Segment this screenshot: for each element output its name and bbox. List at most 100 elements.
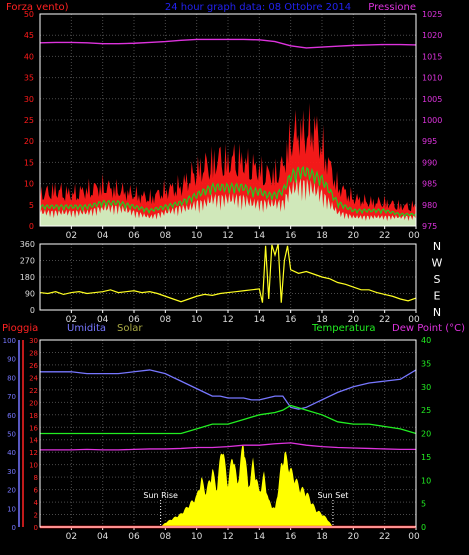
direction-y-tick-label: 90 — [25, 290, 35, 299]
rain-y-tick-label: 12 — [29, 449, 38, 457]
temperature-y-tick-label: 5 — [421, 500, 426, 509]
temperature-y-tick-label: 15 — [421, 453, 431, 462]
wind-pressure-panel: 0510152025303540455097598098599099510001… — [24, 10, 443, 241]
x-tick-label: 00 — [408, 315, 420, 325]
x-tick-label: 08 — [160, 315, 172, 325]
wind-y-tick-label: 5 — [29, 201, 34, 210]
humidity-y-tick-label: 20 — [7, 487, 16, 495]
wind-y-tick-label: 10 — [24, 180, 34, 189]
x-tick-label: 22 — [379, 315, 390, 325]
temperature-line — [40, 404, 417, 435]
x-tick-label: 18 — [316, 231, 328, 241]
wind-y-tick-label: 35 — [24, 74, 34, 83]
humidity-y-tick-label: 70 — [7, 393, 16, 401]
wind-y-tick-label: 25 — [24, 116, 34, 125]
x-tick-label: 10 — [191, 532, 203, 542]
compass-label: N — [433, 306, 441, 319]
pressure-line — [39, 38, 417, 49]
pressure-y-tick-label: 995 — [422, 137, 437, 146]
humidity-y-tick-label: 50 — [7, 431, 16, 439]
x-tick-label: 12 — [222, 532, 233, 542]
pressure-y-tick-label: 1000 — [422, 116, 442, 125]
solar-legend-label: Solar — [117, 323, 143, 334]
rain-y-tick-label: 28 — [29, 349, 38, 357]
pressure-y-tick-label: 975 — [422, 222, 437, 231]
pressure-y-tick-label: 990 — [422, 158, 437, 167]
humidity-y-tick-label: 40 — [7, 449, 16, 457]
pressure-y-tick-label: 980 — [422, 201, 437, 210]
temperature-y-tick-label: 35 — [421, 359, 431, 368]
sun-marker-label: Sun Set — [318, 491, 349, 500]
graph-title: 24 hour graph data: 08 Ottobre 2014 — [165, 2, 351, 13]
wind-y-tick-label: 15 — [24, 158, 34, 167]
solar-area — [160, 444, 333, 527]
x-tick-label: 20 — [348, 315, 360, 325]
rain-y-tick-label: 30 — [29, 337, 38, 345]
x-tick-label: 18 — [316, 315, 328, 325]
wind-y-tick-label: 40 — [24, 52, 34, 61]
x-tick-label: 16 — [285, 315, 297, 325]
x-tick-label: 14 — [254, 231, 266, 241]
compass-label: W — [432, 257, 443, 270]
rain-y-tick-label: 0 — [34, 524, 38, 532]
x-tick-label: 16 — [285, 532, 297, 542]
x-tick-label: 00 — [408, 231, 420, 241]
rain-y-tick-label: 20 — [29, 399, 38, 407]
pressure-y-tick-label: 1020 — [422, 31, 442, 40]
x-tick-label: 08 — [160, 532, 172, 542]
humidity-y-tick-label: 30 — [7, 468, 16, 476]
pressure-y-tick-label: 985 — [422, 180, 437, 189]
humidity-y-tick-label: 60 — [7, 412, 16, 420]
x-tick-label: 12 — [222, 315, 233, 325]
x-tick-label: 04 — [97, 315, 109, 325]
x-tick-label: 10 — [191, 315, 203, 325]
x-tick-label: 02 — [66, 231, 77, 241]
x-tick-label: 06 — [128, 231, 140, 241]
rain-humidity-temperature-frame — [39, 339, 417, 528]
pressure-y-tick-label: 1010 — [422, 74, 442, 83]
rain-y-tick-label: 4 — [34, 499, 39, 507]
dewpoint-axis-title: Dew Point (°C) — [392, 323, 465, 334]
direction-y-tick-label: 360 — [20, 240, 35, 249]
pressure-y-tick-label: 1005 — [422, 95, 442, 104]
wind-y-tick-label: 45 — [24, 31, 34, 40]
pressure-y-tick-label: 1025 — [422, 10, 442, 19]
rain-y-tick-label: 10 — [29, 462, 38, 470]
compass-label: E — [434, 290, 441, 303]
wind-y-tick-label: 20 — [24, 137, 34, 146]
rain-y-tick-label: 16 — [29, 424, 38, 432]
x-tick-label: 16 — [285, 231, 297, 241]
temperature-axis-title: Temperatura — [311, 323, 376, 334]
rain-y-tick-label: 2 — [34, 512, 38, 520]
x-tick-label: 02 — [66, 315, 77, 325]
wind-pressure-frame — [39, 13, 417, 227]
x-tick-label: 20 — [348, 231, 360, 241]
direction-y-tick-label: 180 — [20, 273, 35, 282]
rain-y-tick-label: 8 — [34, 474, 38, 482]
wind-direction-line — [39, 243, 417, 303]
temperature-y-tick-label: 20 — [421, 430, 431, 439]
rain-y-tick-label: 26 — [29, 362, 38, 370]
temperature-y-tick-label: 30 — [421, 383, 431, 392]
x-tick-label: 06 — [128, 532, 140, 542]
temperature-y-tick-label: 10 — [421, 476, 431, 485]
rain-axis-title: Pioggia — [2, 323, 38, 334]
sun-marker-label: Sun Rise — [143, 491, 178, 500]
direction-y-tick-label: 0 — [30, 306, 35, 315]
x-tick-label: 22 — [379, 532, 390, 542]
rain-y-tick-label: 6 — [34, 487, 39, 495]
wind-axis-title: Forza vento) — [6, 2, 69, 13]
rain-y-tick-label: 22 — [29, 387, 38, 395]
temperature-y-tick-label: 0 — [421, 523, 426, 532]
x-tick-label: 20 — [348, 532, 360, 542]
x-tick-label: 22 — [379, 231, 390, 241]
wind-direction-frame — [39, 243, 417, 311]
x-tick-label: 14 — [254, 532, 266, 542]
humidity-y-tick-label: 90 — [7, 356, 16, 364]
x-tick-label: 14 — [254, 315, 266, 325]
compass-label: N — [433, 240, 441, 253]
rain-y-tick-label: 24 — [29, 374, 38, 382]
x-tick-label: 02 — [66, 532, 77, 542]
rain-y-tick-label: 14 — [29, 437, 38, 445]
